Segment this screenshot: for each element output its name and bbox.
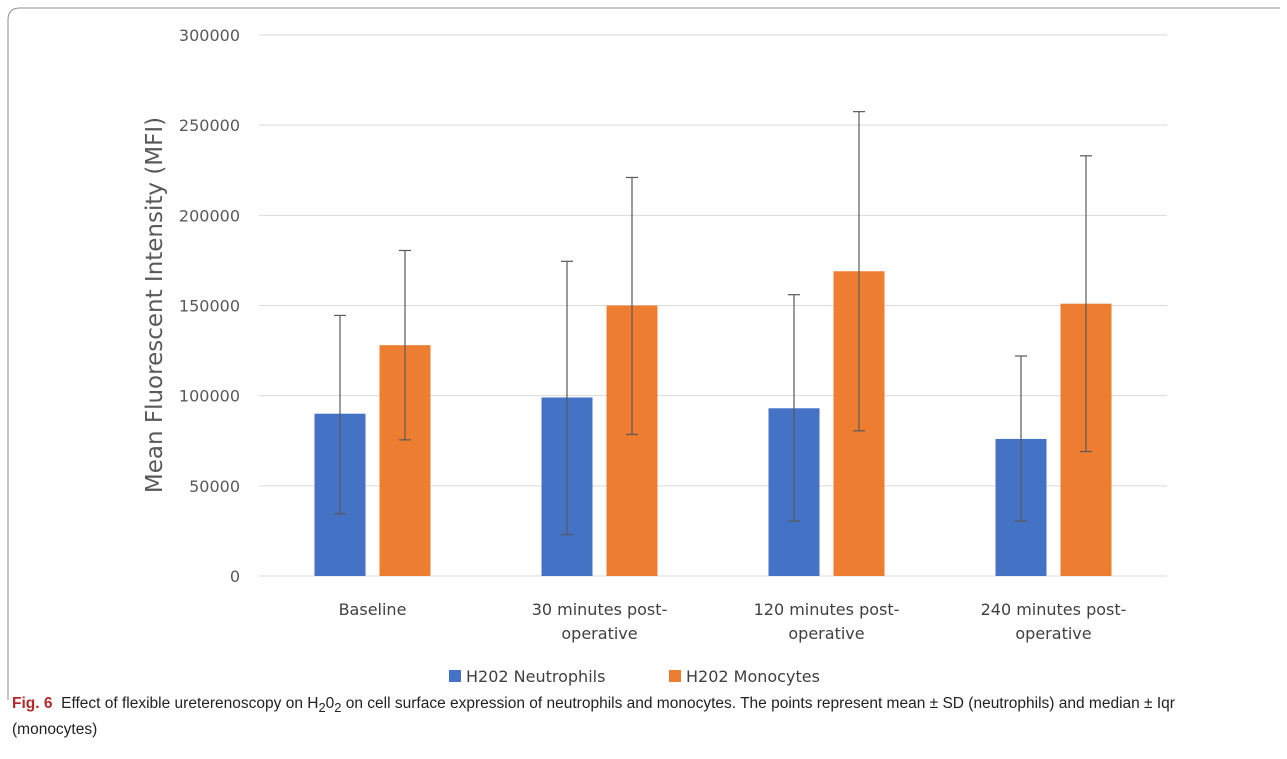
legend-swatch: [449, 670, 461, 682]
error-bar: [561, 260, 573, 536]
legend-swatch: [669, 670, 681, 682]
x-category-label: 120 minutes post-operative: [754, 600, 900, 643]
y-tick-label: 250000: [179, 116, 240, 135]
error-bar: [1015, 355, 1027, 522]
caption-text-end: on cell surface expression of neutrophil…: [12, 695, 1175, 739]
figure-frame: [7, 7, 1280, 700]
legend: H202 Neutrophils H202 Monocytes: [449, 667, 820, 686]
figure-caption: Fig. 6 Effect of flexible ureterenoscopy…: [12, 693, 1242, 741]
caption-text-mid: 0: [325, 695, 335, 712]
y-tick-label: 0: [230, 567, 240, 586]
legend-label: H202 Monocytes: [686, 667, 820, 686]
error-bar: [399, 249, 411, 441]
x-axis-categories: Baseline 30 minutes post-operative 120 min…: [339, 600, 1127, 643]
y-axis-title: Mean Fluorescent Intensity (MFI): [142, 117, 168, 493]
error-bar: [626, 176, 638, 436]
y-tick-label: 150000: [179, 297, 240, 316]
y-tick-label: 50000: [189, 477, 240, 496]
legend-label: H202 Neutrophils: [466, 667, 605, 686]
x-category-label: 240 minutes post-operative: [981, 600, 1127, 643]
y-tick-label: 200000: [179, 206, 240, 225]
x-category-label: Baseline: [339, 600, 407, 619]
bars: [314, 271, 1112, 576]
caption-text-start: Effect of flexible ureterenoscopy on H: [61, 695, 319, 712]
error-bar: [853, 111, 865, 432]
error-bar: [788, 294, 800, 522]
caption-subscript-2: 2: [334, 700, 342, 716]
caption-subscript-1: 2: [318, 700, 326, 716]
error-bar: [1080, 155, 1092, 453]
error-bars: [334, 111, 1092, 536]
figure-number: Fig. 6: [12, 695, 53, 712]
y-tick-label: 300000: [179, 26, 240, 45]
bar-chart: 0 50000 100000 150000 200000 250000 300000 Bas…: [7, 7, 1280, 700]
y-axis-ticks: 0 50000 100000 150000 200000 250000 300000: [179, 26, 240, 586]
error-bar: [334, 314, 346, 515]
x-category-label: 30 minutes post-operative: [532, 600, 668, 643]
y-tick-label: 100000: [179, 387, 240, 406]
